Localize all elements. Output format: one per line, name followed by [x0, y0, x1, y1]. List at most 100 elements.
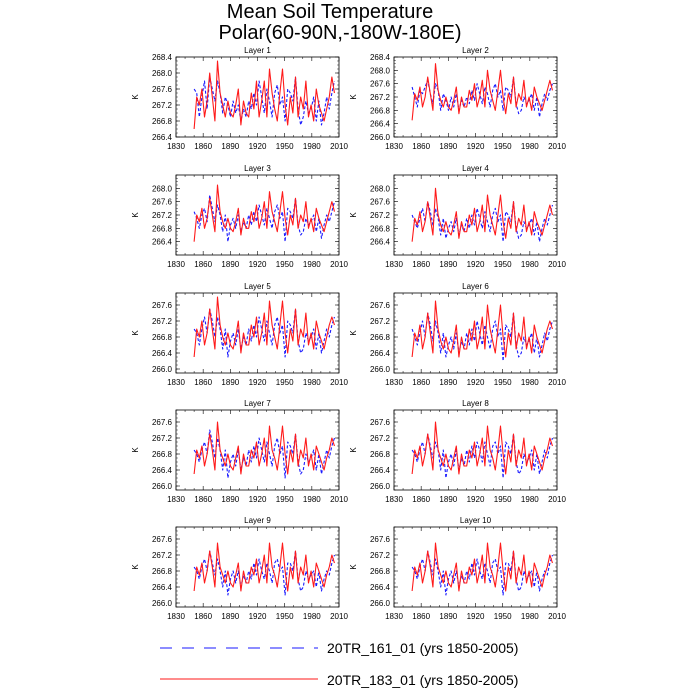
y-axis-label: K — [131, 94, 140, 100]
x-tick-label: 1950 — [276, 495, 294, 504]
x-tick-label: 1890 — [439, 142, 457, 151]
x-tick-label: 1950 — [276, 142, 294, 151]
y-tick-label: 267.2 — [152, 211, 173, 220]
panel-4: 1830 1860 1890 1920 1950 1980 2010 266.4 266.8 26… — [349, 164, 566, 269]
y-tick-label: 268.0 — [370, 66, 391, 75]
y-tick-label: 266.8 — [152, 567, 173, 576]
y-tick-label: 266.4 — [152, 349, 173, 358]
x-tick-label: 1920 — [249, 378, 267, 387]
x-tick-label: 2010 — [548, 495, 566, 504]
series-line-run183 — [193, 60, 336, 130]
series-line-run161 — [193, 550, 335, 596]
x-tick-label: 1920 — [467, 260, 485, 269]
y-tick-label: 267.2 — [370, 93, 391, 102]
x-tick-label: 1830 — [167, 378, 185, 387]
panel-2: 1830 1860 1890 1920 1950 1980 2010 266.0 266.4 26… — [349, 46, 566, 151]
x-tick-label: 1860 — [194, 260, 212, 269]
x-tick-label: 2010 — [548, 378, 566, 387]
x-tick-label: 2010 — [548, 612, 566, 621]
x-tick-label: 1920 — [467, 378, 485, 387]
series-line-run183 — [193, 184, 336, 242]
panel-1: 1830 1860 1890 1920 1950 1980 2010 266.4 266.8 26… — [131, 46, 348, 151]
y-tick-label: 266.0 — [370, 365, 391, 374]
x-tick-label: 1830 — [385, 260, 403, 269]
x-tick-label: 1830 — [167, 260, 185, 269]
panel-3: 1830 1860 1890 1920 1950 1980 2010 266.4 266.8 26… — [131, 164, 348, 269]
y-tick-label: 268.0 — [370, 184, 391, 193]
y-axis-label: K — [131, 447, 140, 453]
panel-title: Layer 6 — [462, 282, 489, 291]
x-tick-label: 1860 — [412, 260, 430, 269]
x-tick-label: 1950 — [494, 142, 512, 151]
panel-6: 1830 1860 1890 1920 1950 1980 2010 266.0 266.4 26… — [349, 282, 566, 387]
figure-subtitle: Polar(60-90N,-180W-180E) — [218, 22, 462, 44]
x-tick-label: 1890 — [221, 142, 239, 151]
y-tick-label: 266.4 — [152, 583, 173, 592]
series-line-run161 — [193, 308, 335, 358]
series-line-run161 — [411, 201, 554, 243]
x-tick-label: 1860 — [194, 612, 212, 621]
x-tick-label: 1830 — [385, 378, 403, 387]
x-tick-label: 1980 — [303, 260, 321, 269]
x-tick-label: 1890 — [221, 260, 239, 269]
y-tick-label: 266.8 — [152, 450, 173, 459]
y-axis-label: K — [349, 447, 358, 453]
y-tick-label: 266.8 — [152, 224, 173, 233]
x-tick-label: 1950 — [494, 612, 512, 621]
y-tick-label: 266.0 — [370, 482, 391, 491]
x-tick-label: 1860 — [412, 142, 430, 151]
x-tick-label: 1980 — [303, 142, 321, 151]
series-line-run183 — [411, 300, 553, 358]
x-tick-label: 2010 — [330, 260, 348, 269]
x-tick-label: 1920 — [249, 612, 267, 621]
x-tick-label: 1950 — [494, 495, 512, 504]
y-tick-label: 266.0 — [152, 482, 173, 491]
x-tick-label: 1860 — [412, 612, 430, 621]
series-line-run161 — [411, 550, 553, 596]
y-tick-label: 266.8 — [370, 567, 391, 576]
x-tick-label: 2010 — [330, 142, 348, 151]
panel-title: Layer 10 — [460, 516, 492, 525]
x-tick-label: 1920 — [467, 495, 485, 504]
series-line-run161 — [193, 194, 336, 243]
series-line-run161 — [193, 429, 335, 479]
y-tick-label: 266.4 — [152, 133, 173, 142]
y-tick-label: 266.0 — [152, 365, 173, 374]
y-tick-label: 267.2 — [152, 317, 173, 326]
series-line-run183 — [411, 421, 553, 475]
panel-5: 1830 1860 1890 1920 1950 1980 2010 266.0 266.4 26… — [131, 282, 348, 387]
x-tick-label: 1980 — [521, 495, 539, 504]
x-tick-label: 1860 — [412, 495, 430, 504]
y-tick-label: 267.2 — [152, 434, 173, 443]
panel-7: 1830 1860 1890 1920 1950 1980 2010 266.0 266.4 26… — [131, 399, 348, 504]
x-tick-label: 1890 — [439, 612, 457, 621]
y-tick-label: 267.2 — [370, 317, 391, 326]
y-tick-label: 268.4 — [370, 53, 391, 62]
y-tick-label: 267.2 — [152, 101, 173, 110]
x-tick-label: 1890 — [439, 495, 457, 504]
x-tick-label: 1980 — [303, 612, 321, 621]
x-tick-label: 1830 — [385, 495, 403, 504]
x-tick-label: 1980 — [521, 142, 539, 151]
x-tick-label: 1980 — [521, 378, 539, 387]
x-tick-label: 2010 — [330, 612, 348, 621]
y-tick-label: 266.4 — [152, 466, 173, 475]
x-tick-label: 1980 — [303, 495, 321, 504]
y-tick-label: 268.0 — [152, 69, 173, 78]
y-tick-label: 266.8 — [370, 333, 391, 342]
y-tick-label: 267.6 — [152, 301, 173, 310]
x-tick-label: 1950 — [276, 612, 294, 621]
x-tick-label: 1950 — [276, 378, 294, 387]
panel-title: Layer 1 — [244, 46, 271, 55]
y-tick-label: 267.6 — [370, 80, 391, 89]
y-tick-label: 267.6 — [370, 301, 391, 310]
y-axis-label: K — [349, 212, 358, 218]
y-tick-label: 266.4 — [370, 238, 391, 247]
x-tick-label: 1950 — [494, 260, 512, 269]
panel-title: Layer 3 — [244, 164, 271, 173]
y-tick-label: 266.0 — [370, 133, 391, 142]
y-axis-label: K — [349, 94, 358, 100]
series-line-run183 — [411, 187, 554, 242]
y-tick-label: 266.8 — [152, 333, 173, 342]
x-tick-label: 1860 — [412, 378, 430, 387]
